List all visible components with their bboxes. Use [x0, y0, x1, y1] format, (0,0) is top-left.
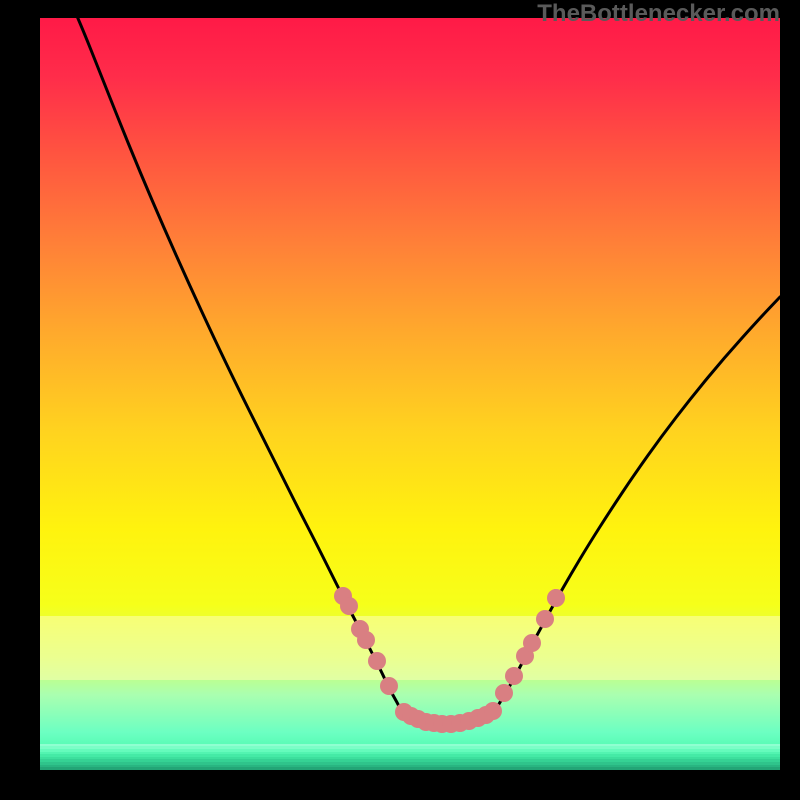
bottleneck-curve — [40, 18, 780, 770]
chart-plot-area — [40, 18, 780, 770]
marker-left — [357, 631, 375, 649]
marker-right — [495, 684, 513, 702]
marker-left — [380, 677, 398, 695]
marker-floor — [484, 702, 502, 720]
marker-right — [547, 589, 565, 607]
chart-root: TheBottlenecker.com — [0, 0, 800, 800]
marker-right-notch — [554, 589, 556, 600]
marker-right — [523, 634, 541, 652]
marker-right — [536, 610, 554, 628]
marker-left — [340, 597, 358, 615]
watermark-text: TheBottlenecker.com — [537, 0, 780, 28]
marker-left — [368, 652, 386, 670]
marker-right — [505, 667, 523, 685]
